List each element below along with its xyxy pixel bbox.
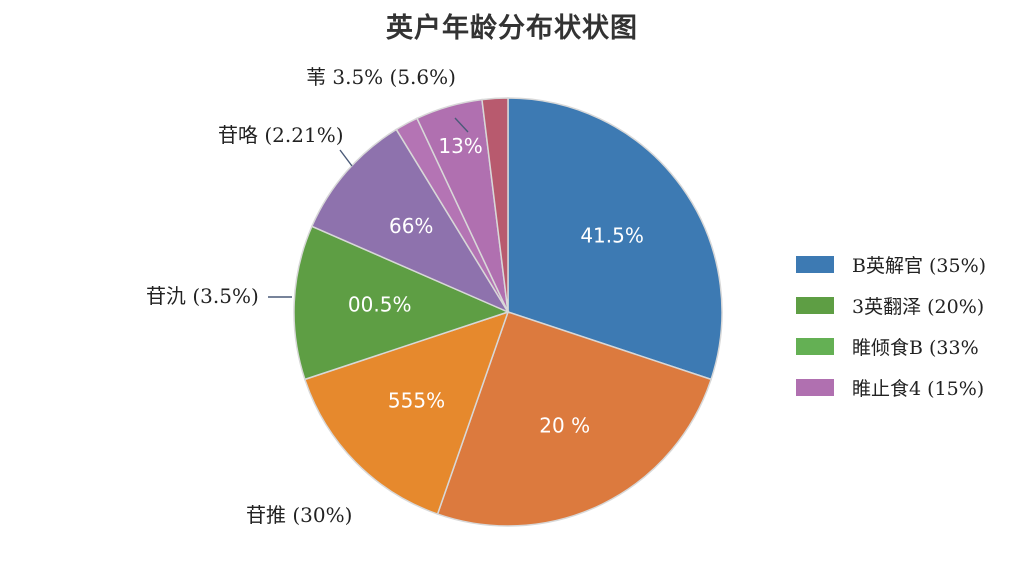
legend-item: B英解官 (35%) [796, 244, 1022, 285]
pie-slice-7 [481, 97, 509, 313]
callout-label-upper-left: 苷咯 (2.21%) [218, 123, 344, 147]
pie-slice-3 [293, 225, 511, 381]
slice-label-6: 13% [438, 134, 482, 158]
slice-label-3: 00.5% [348, 293, 412, 317]
legend-swatch [796, 338, 834, 355]
slice-label-4: 66% [389, 214, 433, 238]
legend-swatch [796, 379, 834, 396]
legend-swatch [796, 256, 834, 273]
legend-item: 睢止食4 (15%) [796, 367, 1022, 408]
slice-label-0: 41.5% [580, 223, 644, 247]
callout-label-left: 苷氿 (3.5%) [146, 284, 259, 308]
chart-title: 英户年龄分布状状图 [386, 13, 638, 44]
callout-labels: 苇 3.5% (5.6%) 苷咯 (2.21%) 苷氿 (3.5%) 苷推 (3… [146, 65, 456, 527]
leader-line-top [454, 117, 469, 133]
leader-line-upper-left [339, 149, 353, 167]
pie-slice-4 [310, 128, 510, 314]
leader-lines [268, 117, 469, 298]
slice-label-1: 20 % [539, 414, 590, 438]
legend-label: B英解官 (35%) [852, 255, 987, 277]
pie-slice-0 [507, 97, 723, 381]
slice-labels: 41.5% 20 % 555% 00.5% 66% 13% [348, 134, 644, 438]
legend-label: 睢倾食B (33% [852, 337, 979, 359]
callout-label-bottom: 苷推 (30%) [246, 503, 352, 527]
legend-item: 睢倾食B (33% [796, 326, 1022, 367]
pie-slices [293, 97, 723, 527]
legend-swatch [796, 297, 834, 314]
pie-slice-2 [303, 310, 510, 516]
legend: B英解官 (35%) 3英翻泽 (20%) 睢倾食B (33% 睢止食4 (15… [796, 244, 1022, 408]
pie-slice-1 [436, 311, 713, 527]
legend-label: 睢止食4 (15%) [852, 378, 985, 400]
slice-label-2: 555% [388, 389, 445, 413]
legend-label: 3英翻泽 (20%) [852, 296, 985, 318]
callout-label-top: 苇 3.5% (5.6%) [306, 65, 456, 89]
legend-item: 3英翻泽 (20%) [796, 285, 1022, 326]
